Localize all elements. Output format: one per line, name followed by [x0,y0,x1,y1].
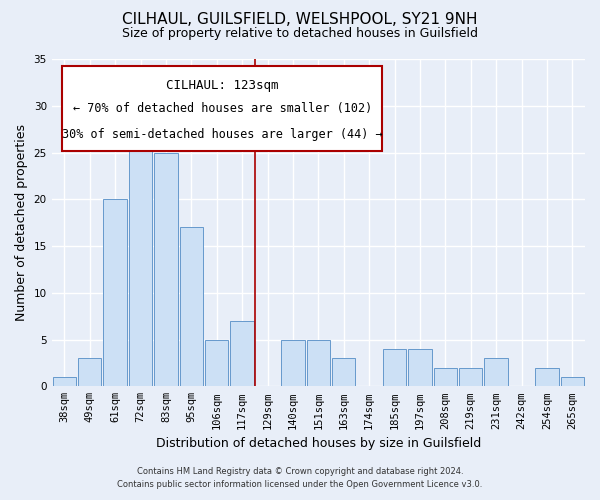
Bar [205,340,229,386]
Bar [53,377,76,386]
Text: ← 70% of detached houses are smaller (102): ← 70% of detached houses are smaller (10… [73,102,372,114]
Text: CILHAUL: 123sqm: CILHAUL: 123sqm [166,78,278,92]
Bar [560,377,584,386]
Text: Size of property relative to detached houses in Guilsfield: Size of property relative to detached ho… [122,28,478,40]
Text: Contains HM Land Registry data © Crown copyright and database right 2024.
Contai: Contains HM Land Registry data © Crown c… [118,467,482,489]
Bar [179,228,203,386]
Bar [129,124,152,386]
Bar [230,321,254,386]
Bar [408,349,431,387]
Text: CILHAUL, GUILSFIELD, WELSHPOOL, SY21 9NH: CILHAUL, GUILSFIELD, WELSHPOOL, SY21 9NH [122,12,478,28]
Bar [332,358,355,386]
Bar [383,349,406,387]
Bar [434,368,457,386]
Bar [459,368,482,386]
Y-axis label: Number of detached properties: Number of detached properties [15,124,28,321]
Bar [535,368,559,386]
Bar [281,340,305,386]
Bar [154,152,178,386]
Text: 30% of semi-detached houses are larger (44) →: 30% of semi-detached houses are larger (… [62,128,383,140]
X-axis label: Distribution of detached houses by size in Guilsfield: Distribution of detached houses by size … [156,437,481,450]
Bar [78,358,101,386]
Bar [103,200,127,386]
Bar [484,358,508,386]
Bar [307,340,330,386]
FancyBboxPatch shape [62,66,382,150]
